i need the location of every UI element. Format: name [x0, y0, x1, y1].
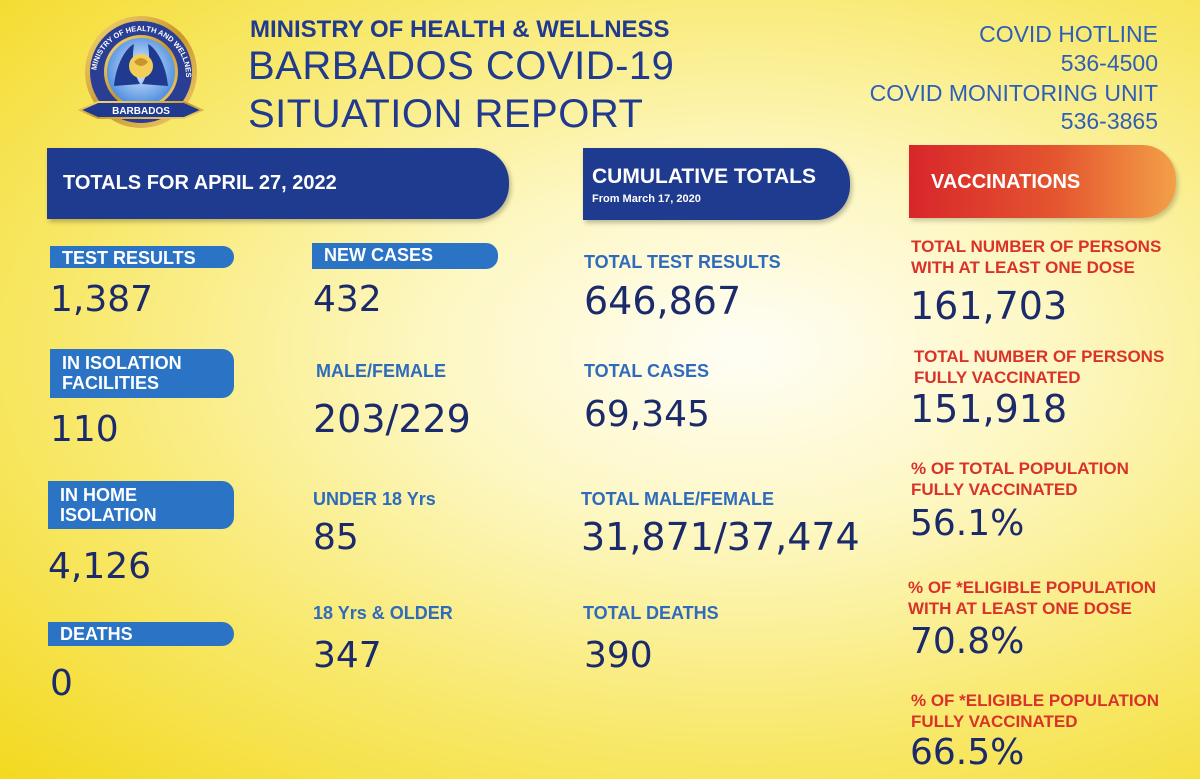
new-cases-value: 432	[313, 279, 382, 320]
pct-total-label-line1: % OF TOTAL POPULATION	[911, 459, 1129, 478]
home-isolation-label-line1: IN HOME	[60, 485, 138, 505]
pct-eligible-full-label-line1: % OF *ELIGIBLE POPULATION	[911, 691, 1160, 710]
deaths-value: 0	[50, 663, 73, 704]
total-male-female-label: TOTAL MALE/FEMALE	[581, 489, 774, 509]
isolation-facilities-pill: IN ISOLATION FACILITIES	[50, 349, 234, 398]
pct-total-label-line2: FULLY VACCINATED	[911, 480, 1078, 499]
fully-vaccinated-label-line1: TOTAL NUMBER OF PERSONS	[914, 347, 1165, 366]
isolation-facilities-label-line1: IN ISOLATION	[62, 353, 182, 373]
monitoring-unit-label: COVID MONITORING UNIT	[869, 80, 1158, 106]
over-18-label: 18 Yrs & OLDER	[313, 603, 453, 623]
one-dose-label: TOTAL NUMBER OF PERSONS WITH AT LEAST ON…	[911, 236, 1161, 278]
over-18-value: 347	[313, 635, 382, 676]
cumulative-totals-banner: CUMULATIVE TOTALS From March 17, 2020	[583, 148, 850, 220]
deaths-pill: DEATHS	[48, 622, 234, 646]
home-isolation-pill: IN HOME ISOLATION	[48, 481, 234, 529]
ministry-logo-icon: MINISTRY OF HEALTH AND WELLNESS BARBADOS	[74, 14, 205, 128]
total-cases-value: 69,345	[584, 394, 710, 435]
isolation-facilities-label-line2: FACILITIES	[62, 373, 160, 393]
hotline-label: COVID HOTLINE	[979, 21, 1158, 47]
total-tests-label: TOTAL TEST RESULTS	[584, 252, 781, 272]
pct-eligible-full-value: 66.5%	[910, 732, 1025, 773]
pct-total-value: 56.1%	[910, 503, 1025, 544]
fully-vaccinated-value: 151,918	[910, 387, 1068, 431]
daily-totals-title: TOTALS FOR APRIL 27, 2022	[63, 172, 337, 194]
new-cases-pill: NEW CASES	[312, 243, 498, 269]
test-results-pill: TEST RESULTS	[50, 246, 234, 268]
ministry-name: MINISTRY OF HEALTH & WELLNESS	[250, 16, 670, 43]
pct-eligible-full-label-line2: FULLY VACCINATED	[911, 712, 1078, 731]
under-18-label: UNDER 18 Yrs	[313, 489, 436, 509]
fully-vaccinated-label: TOTAL NUMBER OF PERSONS FULLY VACCINATED	[914, 346, 1164, 388]
total-cases-label: TOTAL CASES	[584, 361, 710, 381]
one-dose-label-line1: TOTAL NUMBER OF PERSONS	[911, 237, 1162, 256]
one-dose-value: 161,703	[910, 284, 1068, 328]
hotline-number: 536-4500	[1060, 50, 1158, 76]
pct-eligible-one-dose-label: % OF *ELIGIBLE POPULATION WITH AT LEAST …	[908, 577, 1156, 619]
total-deaths-label: TOTAL DEATHS	[583, 603, 719, 623]
deaths-label: DEATHS	[60, 624, 133, 644]
male-female-value: 203/229	[313, 397, 471, 441]
pct-eligible-full-label: % OF *ELIGIBLE POPULATION FULLY VACCINAT…	[911, 690, 1159, 732]
report-title-line1: BARBADOS COVID-19	[248, 44, 675, 88]
test-results-value: 1,387	[50, 279, 154, 320]
male-female-label: MALE/FEMALE	[316, 361, 446, 381]
one-dose-label-line2: WITH AT LEAST ONE DOSE	[911, 258, 1135, 277]
cumulative-totals-title: CUMULATIVE TOTALS	[592, 165, 816, 188]
new-cases-label: NEW CASES	[324, 245, 434, 265]
home-isolation-value: 4,126	[48, 546, 152, 587]
pct-eligible-one-dose-label-line1: % OF *ELIGIBLE POPULATION	[908, 578, 1157, 597]
total-tests-value: 646,867	[584, 279, 742, 323]
fully-vaccinated-label-line2: FULLY VACCINATED	[914, 368, 1081, 387]
monitoring-unit-number: 536-3865	[1060, 108, 1158, 134]
vaccinations-banner: VACCINATIONS	[909, 145, 1176, 218]
home-isolation-label-line2: ISOLATION	[60, 505, 157, 525]
isolation-facilities-value: 110	[50, 409, 119, 450]
cumulative-totals-subtitle: From March 17, 2020	[592, 193, 701, 205]
pct-total-label: % OF TOTAL POPULATION FULLY VACCINATED	[911, 458, 1129, 500]
logo-ribbon-text: BARBADOS	[112, 106, 170, 117]
total-male-female-value: 31,871/37,474	[581, 515, 860, 559]
report-title-line2: SITUATION REPORT	[248, 92, 644, 136]
test-results-label: TEST RESULTS	[62, 248, 196, 268]
pct-eligible-one-dose-label-line2: WITH AT LEAST ONE DOSE	[908, 599, 1132, 618]
total-deaths-value: 390	[584, 635, 653, 676]
daily-totals-banner: TOTALS FOR APRIL 27, 2022	[47, 148, 509, 219]
under-18-value: 85	[313, 517, 359, 558]
vaccinations-title: VACCINATIONS	[931, 171, 1081, 193]
pct-eligible-one-dose-value: 70.8%	[910, 621, 1025, 662]
